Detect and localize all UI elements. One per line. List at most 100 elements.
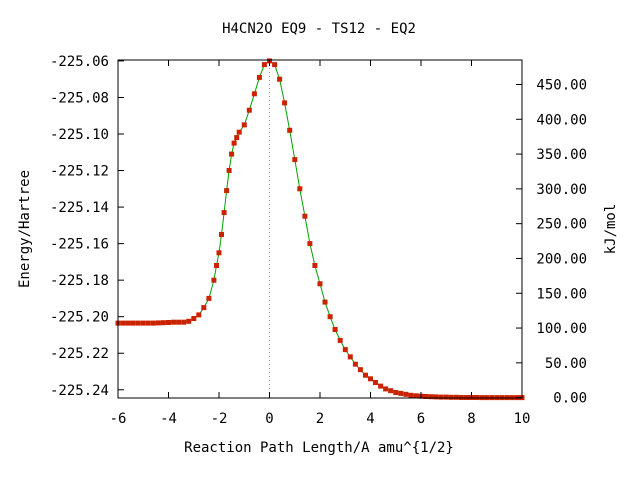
data-point (234, 135, 240, 141)
data-point (388, 388, 394, 394)
data-point (191, 316, 197, 321)
data-point (277, 76, 283, 82)
data-point (226, 168, 232, 173)
y2-tick-label: 200.00 (536, 251, 587, 267)
x-axis-label: Reaction Path Length/A amu^{1/2} (184, 440, 454, 456)
data-point (408, 392, 414, 398)
y-tick-label: -225.08 (50, 90, 109, 106)
data-point (373, 380, 378, 385)
y-tick-label: -225.14 (50, 200, 109, 216)
data-point (150, 320, 156, 326)
data-point (246, 107, 252, 113)
y-tick-label: -225.24 (50, 383, 109, 399)
data-point (383, 386, 389, 392)
data-point (206, 295, 212, 301)
data-point (327, 314, 333, 320)
data-point (221, 210, 227, 216)
y2-tick-label: 150.00 (536, 286, 587, 302)
data-point (297, 186, 303, 192)
data-point (403, 391, 409, 397)
y-tick-label: -225.06 (50, 54, 109, 70)
x-tick-label: 0 (265, 411, 273, 427)
y-tick-label: -225.22 (50, 346, 109, 362)
data-point (171, 319, 177, 325)
x-tick-label: 10 (514, 411, 531, 427)
data-point (231, 140, 237, 146)
data-point (363, 372, 368, 378)
y2-tick-label: 100.00 (536, 321, 587, 337)
chart-title: H4CN2O EQ9 - TS12 - EQ2 (222, 21, 416, 37)
y-axis-left: -225.06 -225.08 -225.10 -225.12 -225.14 -225.… (50, 54, 124, 399)
y2-tick-label: 50.00 (545, 356, 587, 372)
y-tick-label: -225.12 (50, 164, 109, 180)
data-point (282, 100, 288, 106)
data-point (443, 394, 449, 400)
data-point (448, 394, 454, 400)
data-point (155, 320, 161, 326)
data-point (214, 263, 219, 268)
y-tick-label: -225.18 (50, 273, 109, 289)
data-point (378, 383, 384, 389)
data-point (224, 188, 230, 194)
data-point (256, 74, 262, 80)
data-point (186, 318, 192, 324)
data-point (322, 299, 328, 305)
data-point (229, 151, 235, 157)
x-axis: -6 -4 -2 0 2 4 6 8 10 (110, 60, 531, 427)
data-point (160, 320, 166, 326)
data-point (342, 347, 348, 353)
data-point (332, 327, 338, 332)
data-point (176, 319, 182, 325)
data-point (181, 319, 187, 325)
y2-tick-label: 450.00 (536, 77, 587, 93)
y2-tick-label: 350.00 (536, 147, 587, 163)
data-point (211, 277, 217, 283)
data-point (241, 122, 247, 128)
data-point (352, 361, 358, 367)
data-point (135, 320, 141, 326)
data-point (357, 367, 363, 373)
data-point (201, 305, 207, 311)
data-point (433, 394, 439, 400)
x-tick-label: -4 (160, 411, 177, 427)
x-tick-label: 2 (316, 411, 324, 427)
y2-tick-label: 400.00 (536, 112, 587, 128)
data-point (393, 390, 399, 395)
data-point (236, 129, 242, 135)
y2-tick-label: 250.00 (536, 217, 587, 233)
y2-tick-label: 0.00 (553, 391, 587, 407)
data-point (251, 91, 257, 97)
data-point (347, 354, 353, 360)
data-point (413, 393, 419, 399)
data-point (166, 320, 171, 325)
data-point (145, 320, 151, 326)
data-point (398, 390, 404, 396)
data-point (272, 62, 278, 68)
data-point (216, 250, 222, 256)
plot-area (115, 58, 525, 401)
data-point (261, 62, 267, 68)
data-point (130, 320, 136, 326)
data-point (287, 127, 293, 133)
data-point (219, 232, 224, 237)
plot-frame (117, 59, 523, 399)
y2-axis-label: kJ/mol (603, 204, 619, 255)
data-point (307, 241, 313, 247)
data-point (292, 157, 298, 163)
data-point (453, 394, 459, 400)
y-axis-right: 0.00 50.00 100.00 150.00 200.00 250.00 300.00 3… (516, 77, 587, 407)
x-tick-label: 8 (467, 411, 475, 427)
x-tick-label: -2 (211, 411, 228, 427)
y2-tick-label: 300.00 (536, 182, 587, 198)
y-axis-label: Energy/Hartree (17, 170, 33, 288)
data-point (438, 394, 444, 400)
data-point (302, 213, 308, 219)
data-point (317, 281, 323, 287)
data-point (423, 394, 429, 399)
x-tick-label: 6 (417, 411, 425, 427)
data-point (196, 312, 202, 318)
data-points (115, 58, 525, 401)
y-tick-label: -225.10 (50, 127, 109, 143)
data-point (337, 337, 343, 343)
